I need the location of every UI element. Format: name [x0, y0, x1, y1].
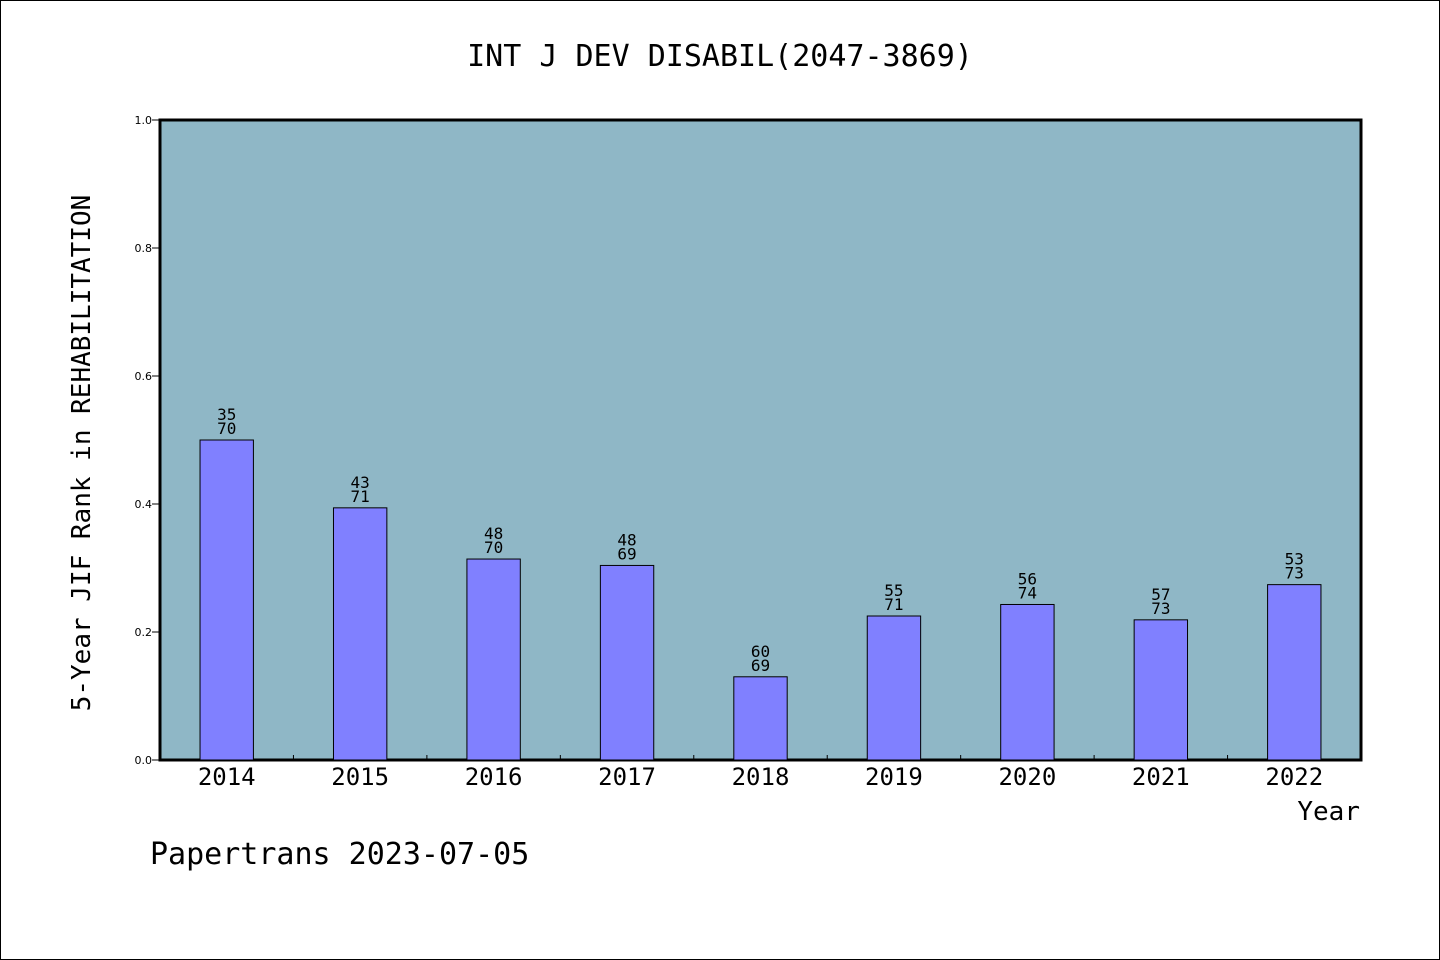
bar-rank-label: 48 — [484, 524, 503, 543]
bar-rank-label: 43 — [351, 473, 370, 492]
bar-rank-label: 55 — [884, 581, 903, 600]
bar-rank-label: 35 — [217, 405, 236, 424]
chart-title: INT J DEV DISABIL(2047-3869) — [467, 39, 973, 74]
y-tick-label: 0.4 — [135, 498, 153, 511]
bar-2018 — [733, 676, 788, 761]
x-tick-label-2018: 2018 — [732, 763, 790, 791]
x-tick-label-2022: 2022 — [1265, 763, 1323, 791]
bars-group — [199, 439, 1322, 761]
bar-rank-label: 53 — [1285, 550, 1304, 569]
x-tick-label-2016: 2016 — [465, 763, 523, 791]
y-tick-label: 0.6 — [135, 370, 153, 383]
x-tick-label-2019: 2019 — [865, 763, 923, 791]
bar-total-label: 71 — [884, 595, 903, 614]
bar-rank-label: 60 — [751, 642, 770, 661]
y-axis-label: 5-Year JIF Rank in REHABILITATION — [67, 195, 97, 712]
y-tick-label: 0.0 — [135, 754, 153, 767]
bar-rank-label: 56 — [1018, 569, 1037, 588]
bar-2017 — [599, 564, 655, 761]
bar-2019 — [866, 615, 922, 761]
y-tick-label: 0.2 — [135, 626, 153, 639]
x-tick-label-2020: 2020 — [998, 763, 1056, 791]
bar-2020 — [1000, 603, 1055, 761]
bar-total-label: 74 — [1018, 583, 1037, 602]
bar-total-label: 71 — [351, 487, 370, 506]
bar-2016 — [466, 558, 521, 761]
bar-rank-label: 57 — [1151, 585, 1170, 604]
y-tick-label: 0.8 — [135, 242, 153, 255]
bar-2015 — [332, 507, 388, 761]
x-tick-label-2015: 2015 — [331, 763, 389, 791]
y-tick-label: 1.0 — [135, 114, 153, 127]
x-axis: 2014 2015 2016 2017 2018 2019 2020 2021 2022 — [198, 755, 1323, 791]
bar-total-label: 73 — [1285, 564, 1304, 583]
bar-total-label: 70 — [484, 538, 503, 557]
x-tick-label-2014: 2014 — [198, 763, 256, 791]
bar-total-label: 73 — [1151, 599, 1170, 618]
bar-rank-label: 48 — [617, 530, 636, 549]
y-axis: 0.0 0.2 0.4 0.6 0.8 1.0 — [135, 114, 160, 767]
bar-total-label: 69 — [617, 544, 636, 563]
bar-total-label: 69 — [751, 656, 770, 675]
x-tick-label-2021: 2021 — [1132, 763, 1190, 791]
bar-2022 — [1267, 584, 1322, 761]
bar-2021 — [1133, 619, 1189, 761]
bar-total-label: 70 — [217, 419, 236, 438]
x-axis-label: Year — [1297, 797, 1360, 827]
bar-2014 — [199, 439, 254, 761]
footer-source-date: Papertrans 2023-07-05 — [150, 837, 529, 872]
x-tick-label-2017: 2017 — [598, 763, 656, 791]
